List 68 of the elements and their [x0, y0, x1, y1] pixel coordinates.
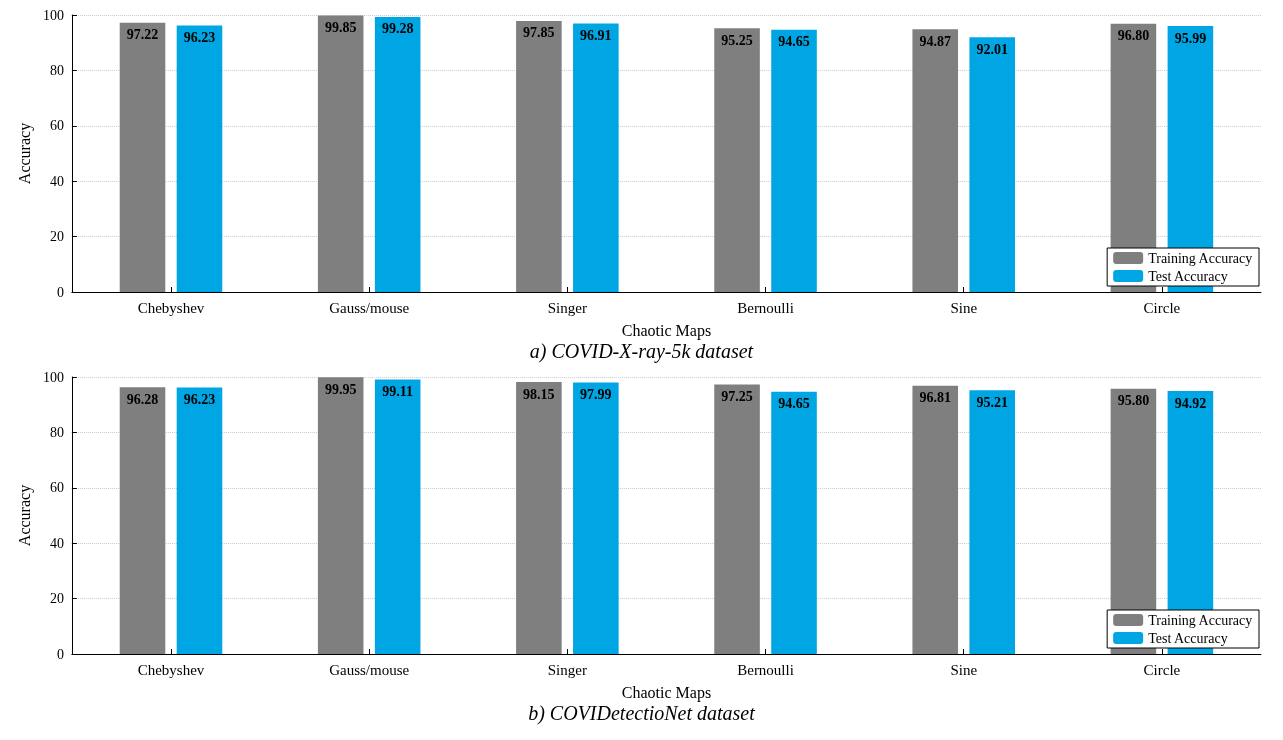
x-axis-title: Chaotic Maps: [621, 683, 712, 702]
legend-label: Training Accuracy: [1148, 250, 1253, 266]
y-tick-label: 20: [49, 591, 64, 607]
x-tick-label: Bernoulli: [737, 299, 794, 316]
data-label: 94.65: [778, 396, 810, 412]
bar: [317, 377, 364, 654]
data-label: 97.99: [580, 387, 612, 403]
data-label: 96.23: [183, 391, 216, 407]
data-label: 95.80: [1117, 393, 1150, 409]
x-tick-label: Singer: [547, 299, 587, 316]
data-label: 98.15: [523, 386, 555, 402]
y-tick-label: 40: [49, 535, 64, 551]
x-tick-label: Chebyshev: [137, 661, 205, 678]
data-label: 96.81: [919, 390, 951, 406]
data-label: 94.65: [778, 34, 810, 50]
x-tick-label: Singer: [547, 661, 587, 678]
legend-label: Test Accuracy: [1148, 630, 1228, 646]
x-tick-label: Bernoulli: [737, 661, 794, 678]
data-label: 97.85: [523, 25, 555, 41]
y-tick-label: 80: [49, 424, 64, 440]
data-label: 95.25: [721, 32, 753, 48]
x-tick-label: Circle: [1143, 661, 1181, 678]
x-tick-label: Sine: [950, 299, 978, 316]
data-label: 95.99: [1174, 30, 1207, 46]
y-axis-title: Accuracy: [15, 484, 34, 547]
bar: [714, 384, 760, 654]
bar: [573, 382, 619, 654]
data-label: 96.91: [580, 28, 612, 44]
y-tick-label: 60: [49, 118, 64, 134]
text: a) COVID-X-ray-5k dataset: [529, 340, 754, 363]
y-tick-label: 0: [56, 646, 64, 662]
y-tick-label: 80: [49, 62, 64, 78]
bar: [969, 390, 1016, 654]
data-label: 96.23: [183, 29, 216, 45]
y-tick-label: 100: [42, 369, 64, 385]
data-label: 95.21: [976, 394, 1008, 410]
y-tick-label: 0: [56, 284, 64, 300]
data-label: 97.22: [126, 27, 159, 43]
data-label: 96.28: [126, 391, 159, 407]
y-tick-label: 40: [49, 173, 64, 189]
data-label: 94.87: [919, 33, 951, 49]
bar: [516, 382, 562, 654]
bar: [771, 391, 817, 654]
data-label: 92.01: [976, 41, 1008, 57]
data-label: 99.28: [381, 21, 414, 37]
legend-label: Training Accuracy: [1148, 612, 1253, 628]
x-tick-label: Gauss/mouse: [329, 299, 410, 316]
legend-label: Test Accuracy: [1148, 268, 1228, 284]
x-tick-label: Gauss/mouse: [329, 661, 410, 678]
x-axis-title: Chaotic Maps: [621, 321, 712, 340]
data-label: 99.95: [324, 381, 357, 397]
x-tick-label: Sine: [950, 661, 978, 678]
data-label: 97.25: [721, 389, 753, 405]
data-label: 99.85: [324, 19, 357, 35]
bar: [374, 379, 421, 654]
bar: [176, 387, 223, 654]
text: b) COVIDetectioNet dataset: [528, 702, 756, 725]
bar: [912, 385, 959, 654]
data-label: 94.92: [1174, 395, 1207, 411]
data-label: 96.80: [1117, 28, 1150, 44]
x-tick-label: Chebyshev: [137, 299, 205, 316]
y-tick-label: 100: [42, 7, 64, 23]
y-axis-title: Accuracy: [15, 122, 34, 185]
y-tick-label: 20: [49, 229, 64, 245]
data-label: 99.11: [382, 383, 414, 399]
y-tick-label: 60: [49, 480, 64, 496]
x-tick-label: Circle: [1143, 299, 1181, 316]
bar: [119, 387, 166, 654]
